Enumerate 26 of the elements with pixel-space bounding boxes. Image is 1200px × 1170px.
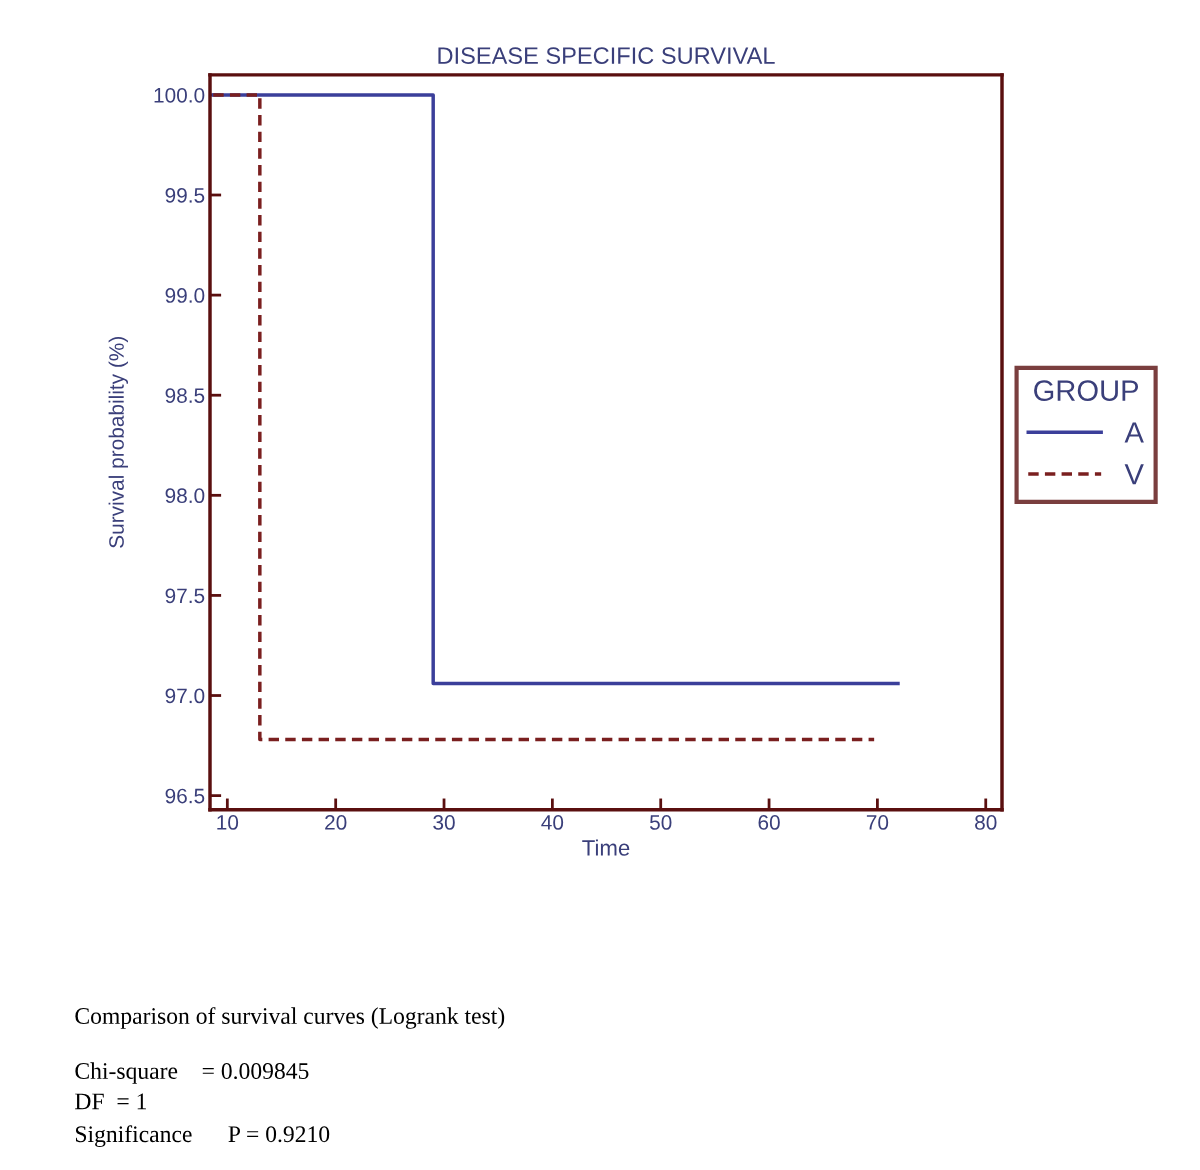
y-axis-title: Survival probability (%) xyxy=(108,337,129,548)
text: DF = 1 xyxy=(75,1093,146,1110)
text: Comparison of survival curves (Logrank test) xyxy=(75,1007,505,1029)
chart-title: DISEASE SPECIFIC SURVIVAL xyxy=(438,47,775,64)
text: Significance P = 0.9210 xyxy=(75,1125,330,1148)
x-tick-label: 70 xyxy=(866,815,889,830)
y-tick-label: 97.0 xyxy=(165,688,205,704)
y-tick-label: 98.0 xyxy=(165,488,205,504)
x-tick-label: 20 xyxy=(325,815,347,830)
x-axis-title: Time xyxy=(582,839,630,856)
y-tick-label: 100.0 xyxy=(154,87,205,103)
x-tick-label: 60 xyxy=(758,815,780,830)
x-tick-label: 80 xyxy=(975,815,997,830)
x-tick-label: 10 xyxy=(217,815,239,830)
y-tick-label: 99.5 xyxy=(165,188,205,203)
y-tick-label: 99.0 xyxy=(165,288,205,303)
legend-label: V xyxy=(1124,464,1144,485)
x-tick-label: 50 xyxy=(649,815,672,830)
x-tick-label: 30 xyxy=(433,815,455,830)
legend-title: GROUP xyxy=(1034,380,1139,401)
y-tick-label: 98.5 xyxy=(165,388,205,403)
y-tick-label: 97.5 xyxy=(165,588,205,604)
x-tick-label: 40 xyxy=(541,815,564,830)
legend-label: A xyxy=(1124,422,1144,443)
text: Chi-square = 0.009845 xyxy=(75,1062,309,1084)
y-tick-label: 96.5 xyxy=(165,788,205,804)
